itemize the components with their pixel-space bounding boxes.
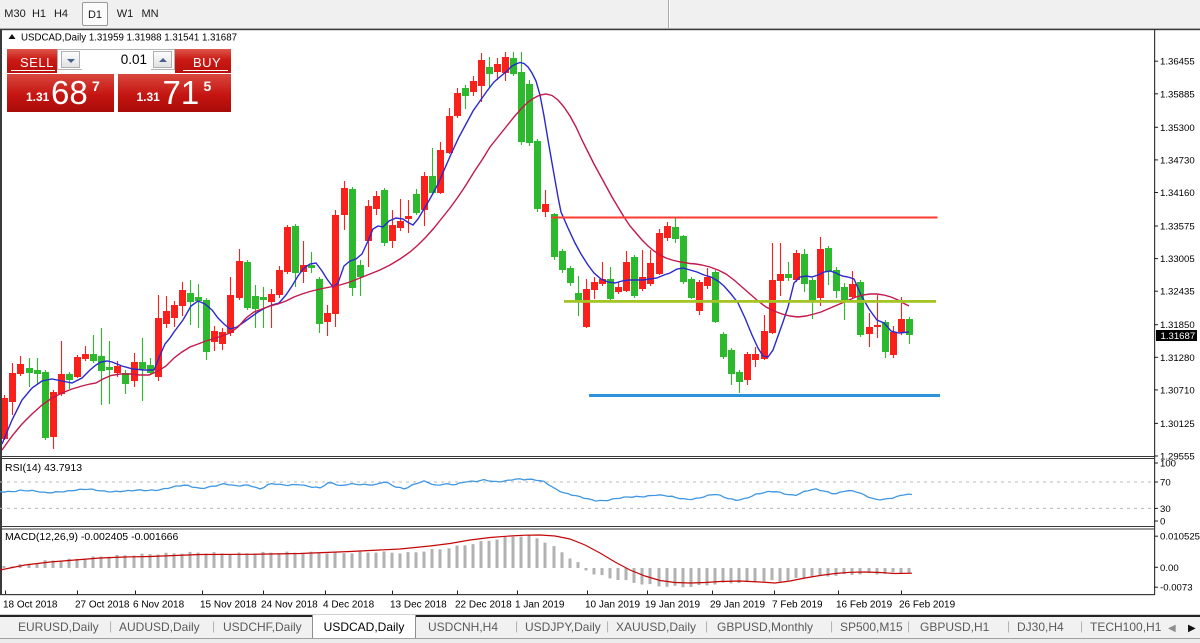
svg-text:0.00: 0.00 (1160, 563, 1179, 574)
svg-text:29 Jan 2019: 29 Jan 2019 (710, 600, 765, 611)
svg-text:1.33005: 1.33005 (1160, 254, 1195, 265)
svg-text:30: 30 (1160, 504, 1171, 515)
svg-text:1.35885: 1.35885 (1160, 89, 1195, 100)
svg-text:RSI(14) 43.7913: RSI(14) 43.7913 (5, 462, 82, 474)
svg-text:15 Nov 2018: 15 Nov 2018 (200, 600, 257, 611)
svg-text:6 Nov 2018: 6 Nov 2018 (133, 600, 185, 611)
svg-text:27 Oct 2018: 27 Oct 2018 (75, 600, 130, 611)
svg-text:22 Dec 2018: 22 Dec 2018 (455, 600, 512, 611)
svg-text:1.32435: 1.32435 (1160, 287, 1195, 298)
svg-text:1.34160: 1.34160 (1160, 188, 1195, 199)
svg-text:7 Feb 2019: 7 Feb 2019 (772, 600, 823, 611)
svg-text:0: 0 (1160, 517, 1165, 528)
svg-text:24 Nov 2018: 24 Nov 2018 (261, 600, 318, 611)
svg-text:1.33575: 1.33575 (1160, 222, 1195, 233)
svg-text:4 Dec 2018: 4 Dec 2018 (323, 600, 375, 611)
svg-text:-0.0073: -0.0073 (1160, 583, 1193, 594)
svg-text:18 Oct 2018: 18 Oct 2018 (3, 600, 58, 611)
svg-text:1.34730: 1.34730 (1160, 155, 1195, 166)
svg-text:16 Feb 2019: 16 Feb 2019 (836, 600, 893, 611)
svg-text:100: 100 (1160, 459, 1176, 470)
svg-text:MACD(12,26,9) -0.002405 -0.001: MACD(12,26,9) -0.002405 -0.001666 (5, 531, 179, 543)
svg-text:0.010525: 0.010525 (1160, 532, 1200, 543)
svg-text:USDCAD,Daily 1.31959 1.31988: USDCAD,Daily 1.31959 1.31988 1.31541 1.3… (21, 33, 237, 44)
svg-text:10 Jan 2019: 10 Jan 2019 (585, 600, 640, 611)
svg-text:1.30710: 1.30710 (1160, 385, 1195, 396)
svg-text:1.31280: 1.31280 (1160, 353, 1195, 364)
svg-text:1.29555: 1.29555 (1160, 452, 1195, 463)
svg-text:1 Jan 2019: 1 Jan 2019 (515, 600, 565, 611)
svg-text:26 Feb 2019: 26 Feb 2019 (899, 600, 956, 611)
svg-text:1.35300: 1.35300 (1160, 123, 1195, 134)
svg-text:1.30125: 1.30125 (1160, 419, 1195, 430)
svg-text:1.31687: 1.31687 (1161, 331, 1196, 342)
svg-text:19 Jan 2019: 19 Jan 2019 (645, 600, 700, 611)
svg-text:13 Dec 2018: 13 Dec 2018 (390, 600, 447, 611)
svg-text:1.31850: 1.31850 (1160, 320, 1195, 331)
svg-text:70: 70 (1160, 478, 1171, 489)
svg-text:1.36455: 1.36455 (1160, 57, 1195, 68)
